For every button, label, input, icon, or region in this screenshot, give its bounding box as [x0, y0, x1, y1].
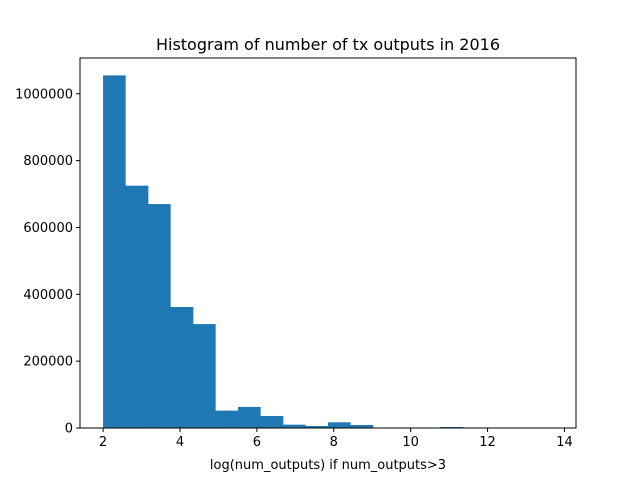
histogram-bar: [260, 415, 284, 428]
x-axis-ticks: 2 4 6 8 10 12 14: [99, 428, 573, 450]
x-tick-label: 10: [402, 435, 419, 450]
histogram-bar: [103, 75, 126, 428]
histogram-bar: [305, 425, 329, 428]
plot-frame: [79, 57, 577, 429]
y-tick-label: 0: [65, 422, 73, 437]
x-tick-label: 6: [253, 435, 261, 450]
bars-group: [103, 75, 554, 428]
histogram-bar: [148, 204, 171, 428]
histogram-bar: [170, 307, 194, 428]
x-axis-label: log(num_outputs) if num_outputs>3: [210, 458, 446, 473]
y-axis-ticks: 0 200000 400000 600000 800000 1000000: [15, 87, 80, 437]
x-tick-label: 2: [99, 435, 107, 450]
histogram-bar: [350, 424, 374, 428]
x-tick-label: 12: [479, 435, 496, 450]
histogram-bar: [238, 406, 261, 428]
y-tick-label: 1000000: [15, 87, 73, 102]
y-tick-label: 600000: [23, 221, 73, 236]
histogram-bar: [193, 324, 216, 428]
histogram-bar: [328, 422, 351, 428]
chart-title: Histogram of number of tx outputs in 201…: [156, 35, 500, 54]
histogram-bar: [215, 410, 239, 428]
x-tick-label: 14: [556, 435, 573, 450]
y-tick-label: 800000: [23, 154, 73, 169]
y-tick-label: 200000: [23, 355, 73, 370]
x-tick-label: 4: [176, 435, 184, 450]
histogram-bar: [125, 185, 149, 428]
y-tick-label: 400000: [23, 288, 73, 303]
histogram-bar: [283, 424, 306, 428]
x-tick-label: 8: [330, 435, 338, 450]
